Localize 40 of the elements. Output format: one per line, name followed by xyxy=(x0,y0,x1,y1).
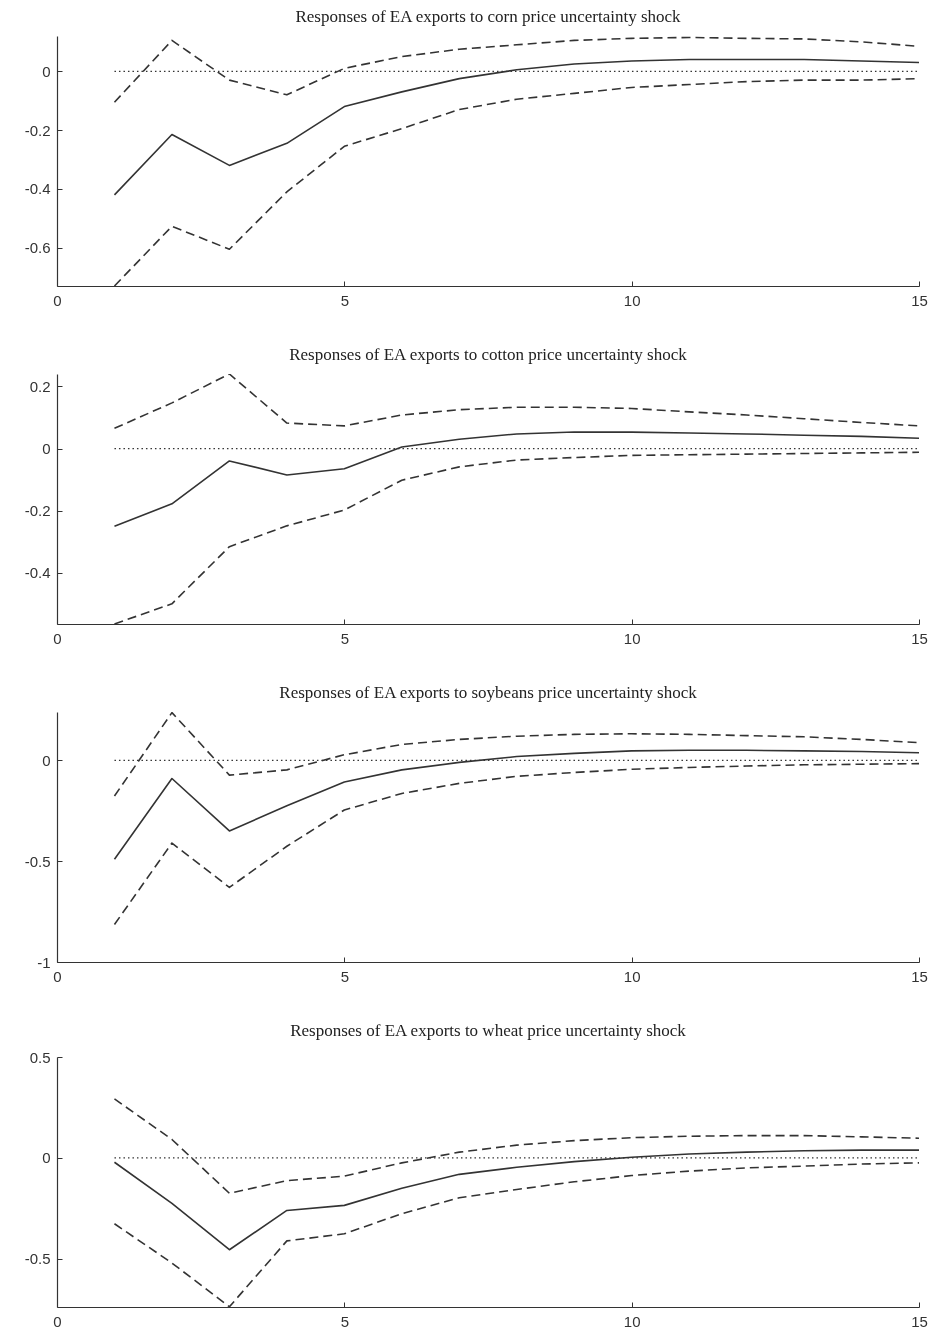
y-tick-label: -0.5 xyxy=(24,852,51,870)
chart-title: Responses of EA exports to soybeans price uncertainty shock xyxy=(279,683,698,702)
y-tick-label: 0 xyxy=(42,440,51,458)
line-series xyxy=(113,374,919,430)
y-tick-label: 0.5 xyxy=(29,1048,51,1066)
y-tick-label: 0 xyxy=(42,62,51,80)
x-tick-label: 10 xyxy=(623,629,641,647)
y-tick-label: -0.4 xyxy=(24,180,51,198)
y-tick-label: -0.6 xyxy=(24,239,51,257)
x-tick-label: 0 xyxy=(53,629,62,647)
line-series xyxy=(113,762,919,926)
chart-title: Responses of EA exports to cotton price uncertainty shock xyxy=(289,345,688,364)
x-tick-label: 5 xyxy=(340,1312,350,1330)
x-tick-label: 5 xyxy=(340,967,350,985)
line-series xyxy=(113,1149,919,1251)
y-tick-label: -0.4 xyxy=(24,564,51,582)
x-tick-label: 15 xyxy=(911,291,928,309)
x-tick-label: 10 xyxy=(623,967,641,985)
chart-title: Responses of EA exports to wheat price uncertainty shock xyxy=(290,1021,687,1040)
x-tick-label: 15 xyxy=(911,1312,928,1330)
x-tick-label: 15 xyxy=(911,967,928,985)
y-tick-label: 0.2 xyxy=(29,377,51,395)
y-tick-label: -0.2 xyxy=(24,502,51,520)
y-tick-label: -1 xyxy=(37,953,51,971)
line-series xyxy=(113,58,919,196)
x-tick-label: 5 xyxy=(340,629,350,647)
x-tick-label: 0 xyxy=(53,967,62,985)
x-tick-label: 10 xyxy=(623,291,641,309)
x-tick-label: 15 xyxy=(911,629,928,647)
chart-title: Responses of EA exports to corn price uncertainty shock xyxy=(295,7,682,26)
line-series xyxy=(113,431,919,527)
line-series xyxy=(113,1098,919,1195)
x-tick-label: 5 xyxy=(340,291,350,309)
y-tick-label: -0.2 xyxy=(24,121,51,139)
x-tick-label: 10 xyxy=(623,1312,641,1330)
y-tick-label: 0 xyxy=(42,751,51,769)
x-tick-label: 0 xyxy=(53,291,62,309)
y-tick-label: 0 xyxy=(42,1149,51,1167)
y-tick-label: -0.5 xyxy=(24,1250,51,1268)
x-tick-label: 0 xyxy=(53,1312,62,1330)
